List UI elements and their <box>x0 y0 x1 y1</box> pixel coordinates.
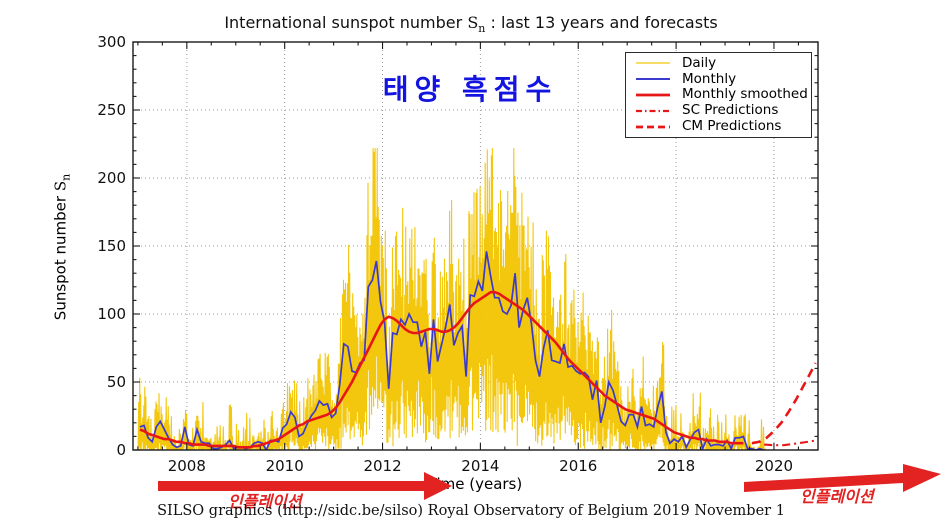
silso-caption: SILSO graphics (http://sidc.be/silso) Ro… <box>157 503 785 519</box>
legend-line-sample-icon <box>636 78 670 81</box>
x-tick-label: 2010 <box>266 457 304 475</box>
legend-item-label: Monthly <box>682 70 737 87</box>
y-tick-label: 50 <box>107 373 126 391</box>
legend-item-cm-predictions: CM Predictions <box>626 119 811 134</box>
legend-line-sample-icon <box>636 93 670 97</box>
chart-title-symbol: S <box>467 13 479 32</box>
chart-title-suffix: : last 13 years and forecasts <box>485 13 718 32</box>
inflation-arrow-right-icon <box>744 464 941 492</box>
x-tick-label: 2016 <box>559 457 597 475</box>
x-axis-label: Time (years) <box>427 475 523 493</box>
legend-item-sc-predictions: SC Predictions <box>626 103 811 118</box>
chart-title-symbol-sub: n <box>478 22 486 36</box>
smoothed-series-line <box>139 290 744 449</box>
x-tick-label: 2018 <box>657 457 695 475</box>
legend-item-label: CM Predictions <box>682 118 782 135</box>
legend-item-label: SC Predictions <box>682 102 779 119</box>
legend-item-monthly: Monthly <box>626 70 811 87</box>
chart-legend: Daily Monthly Monthly smoothed SC Predictio… <box>625 52 812 138</box>
tick-labels: 2008 2010 2012 2014 2016 2018 2020 0 50 100 150 200… <box>97 33 793 475</box>
inflation-label-left: 인플레이션 <box>228 492 302 511</box>
y-tick-label: 100 <box>97 305 126 323</box>
x-tick-label: 2008 <box>168 457 206 475</box>
legend-item-label: Monthly smoothed <box>682 86 808 103</box>
y-tick-label: 300 <box>97 33 126 51</box>
daily-series-line <box>137 148 767 450</box>
y-tick-label: 0 <box>116 441 126 459</box>
legend-item-daily: Daily <box>626 54 811 71</box>
y-tick-label: 200 <box>97 169 126 187</box>
korean-annotation-sunspot: 태양 흑점수 <box>382 73 558 106</box>
chart-title-prefix: International sunspot number <box>224 13 468 32</box>
legend-item-monthly-smoothed: Monthly smoothed <box>626 87 811 102</box>
x-tick-label: 2020 <box>755 457 793 475</box>
sc-predictions-line <box>764 439 816 447</box>
legend-line-sample-icon <box>636 109 670 112</box>
y-tick-label: 250 <box>97 101 126 119</box>
x-tick-label: 2012 <box>363 457 401 475</box>
y-tick-label: 150 <box>97 237 126 255</box>
legend-line-sample-icon <box>636 62 670 64</box>
inflation-label-right: 인플레이션 <box>800 487 874 506</box>
inflation-arrow-left-icon <box>158 472 452 500</box>
chart-title: International sunspot number Sn : last 1… <box>0 13 942 35</box>
x-tick-label: 2014 <box>461 457 499 475</box>
legend-line-sample-icon <box>636 125 670 129</box>
legend-item-label: Daily <box>682 54 717 71</box>
axis-ticks <box>133 41 818 451</box>
